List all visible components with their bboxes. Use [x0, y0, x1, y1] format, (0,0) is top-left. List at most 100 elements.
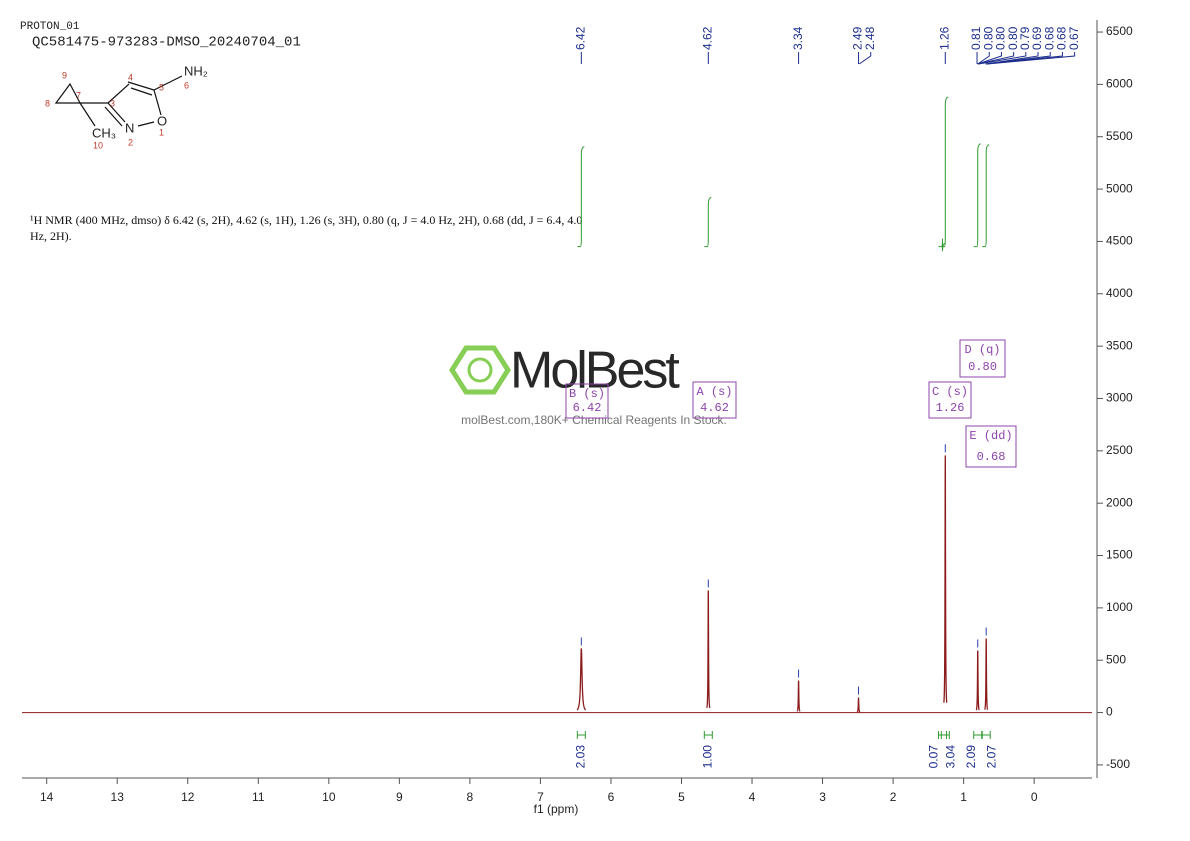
x-tick-label: 2: [890, 790, 897, 804]
y-tick-label: 3000: [1106, 391, 1133, 405]
integral-curve: [938, 238, 946, 252]
multiplet-box: [928, 381, 972, 419]
peak-label-leader: [977, 52, 1015, 65]
peak: [706, 590, 711, 708]
peak: [943, 455, 948, 703]
multiplet-shift: 4.62: [700, 401, 729, 415]
integral-label: 1.00: [700, 745, 714, 769]
x-tick-label: 13: [111, 790, 125, 804]
watermark: MolBest molBest.com,180K+ Chemical Reage…: [449, 342, 727, 427]
peak: [984, 638, 989, 710]
peak-label: 0.80: [1006, 26, 1020, 50]
y-tick-label: 1500: [1106, 548, 1133, 562]
atom-number: 2: [128, 137, 133, 147]
atom-number: 4: [128, 72, 133, 82]
peak-label: 0.68: [1055, 26, 1069, 50]
x-tick-label: 6: [608, 790, 615, 804]
integral-curve: [982, 144, 990, 248]
peak-label: 0.68: [1042, 26, 1056, 50]
x-tick-label: 0: [1031, 790, 1038, 804]
peak: [576, 648, 587, 711]
peak-label: 0.79: [1018, 26, 1032, 50]
peak-label: 4.62: [700, 26, 714, 50]
peak-label-leader: [978, 52, 1027, 65]
watermark-logo: MolBest: [510, 342, 680, 400]
atom-number: 5: [159, 82, 164, 92]
peak-label-leader: [977, 52, 1002, 65]
multiplet-name: E (dd): [969, 429, 1012, 443]
atom: O: [157, 113, 167, 128]
peak-label: 2.48: [863, 26, 877, 50]
multiplet-box: [959, 339, 1006, 378]
integral-curve: [941, 96, 949, 248]
atom: CH₃: [92, 125, 116, 140]
x-tick-label: 1: [960, 790, 967, 804]
y-tick-label: -500: [1106, 757, 1130, 771]
integral-bracket: [576, 731, 586, 739]
multiplet-name: D (q): [964, 343, 1000, 357]
integral-label: 2.03: [574, 745, 588, 769]
y-tick-label: 4000: [1106, 286, 1133, 300]
peak-label: 0.80: [994, 26, 1008, 50]
x-tick-label: 10: [322, 790, 336, 804]
watermark-text: molBest.com,180K+ Chemical Reagents In S…: [461, 413, 727, 427]
atom: NH₂: [184, 63, 208, 78]
x-tick-label: 8: [467, 790, 474, 804]
integral-curve: [704, 196, 712, 248]
integral-label: 3.04: [943, 745, 957, 769]
peak: [796, 680, 801, 712]
peak-label: 0.80: [981, 26, 995, 50]
chart-title: PROTON_01: [20, 21, 80, 33]
nmr-annotation: ¹H NMR (400 MHz, dmso) δ 6.42 (s, 2H), 4…: [30, 213, 583, 243]
x-tick-label: 12: [181, 790, 195, 804]
atom-number: 6: [184, 80, 189, 90]
atom: N: [125, 120, 134, 135]
atom-number: 1: [159, 127, 164, 137]
multiplet-shift: 1.26: [936, 401, 965, 415]
integral-curve: [973, 143, 981, 248]
x-tick-label: 9: [396, 790, 403, 804]
multiplet-name: C (s): [932, 385, 968, 399]
integral-label: 2.07: [984, 745, 998, 769]
y-tick-label: 2500: [1106, 443, 1133, 457]
x-tick-label: 3: [819, 790, 826, 804]
bonds: [54, 75, 183, 127]
structure: NH₂ O N CH₃ 9 8 7 3 4 5 6 1 2 10: [45, 63, 208, 150]
multiplet-shift: 6.42: [573, 401, 602, 415]
y-tick-label: 5000: [1106, 181, 1133, 195]
x-tick-label: 11: [252, 790, 265, 804]
peak-label-leader: [858, 52, 872, 65]
y-tick-label: 6500: [1106, 24, 1133, 38]
y-tick-label: 1000: [1106, 600, 1133, 614]
x-tick-label: 4: [749, 790, 756, 804]
multiplet-name: A (s): [696, 385, 732, 399]
multiplet-box: [965, 425, 1017, 468]
multiplet-shift: 0.80: [968, 360, 997, 374]
atom-number: 8: [45, 98, 50, 108]
y-tick-label: 2000: [1106, 495, 1133, 509]
y-tick-label: 6000: [1106, 77, 1133, 91]
y-tick-label: 0: [1106, 705, 1113, 719]
peak-label: 0.81: [969, 26, 983, 50]
y-tick-label: 5500: [1106, 129, 1133, 143]
integral-curve: [577, 146, 585, 248]
integral-bracket: [973, 731, 983, 739]
x-tick-label: 7: [537, 790, 544, 804]
integral-label: 2.09: [964, 745, 978, 769]
peak-label-leader: [977, 52, 990, 65]
integral-bracket: [703, 731, 713, 739]
logo-circle: [467, 357, 493, 383]
multiplet-box: [692, 381, 737, 419]
peak-label: 6.42: [574, 26, 588, 50]
peak: [856, 697, 861, 713]
integral-bracket: [940, 731, 950, 739]
peak-label: 3.34: [791, 26, 805, 50]
peak-label-leader: [986, 52, 1076, 65]
peak-label: 2.49: [851, 26, 865, 50]
multiplet-box: [565, 383, 609, 419]
peak-label: 0.69: [1030, 26, 1044, 50]
integral-bracket: [981, 731, 991, 739]
y-tick-label: 500: [1106, 652, 1126, 666]
integral-label: 0.07: [927, 745, 941, 769]
